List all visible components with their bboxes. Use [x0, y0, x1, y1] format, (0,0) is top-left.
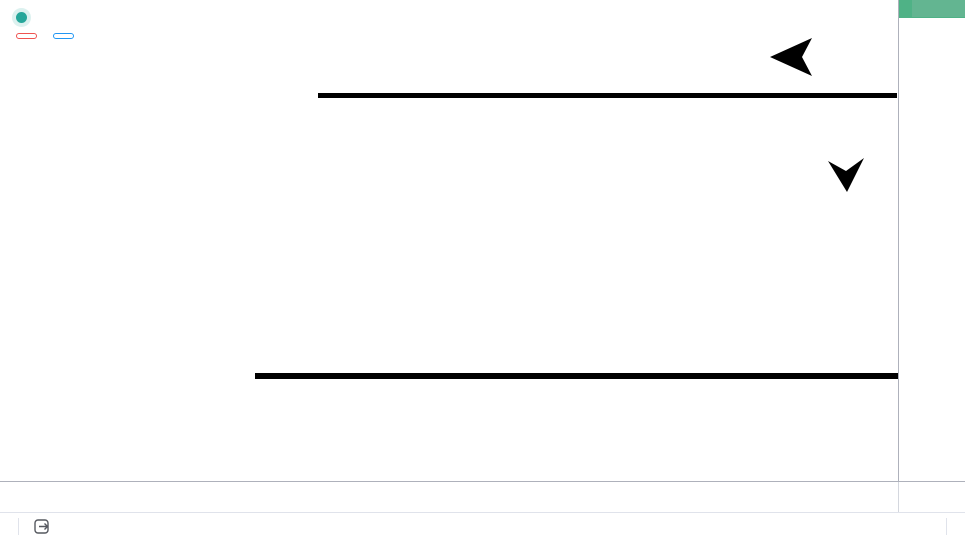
toolbar-divider — [946, 518, 947, 535]
bar-countdown-badge — [912, 0, 965, 17]
time-axis[interactable] — [0, 481, 965, 512]
sell-price-button[interactable] — [16, 33, 37, 39]
axis-corner-divider — [898, 482, 899, 512]
price-axis[interactable] — [898, 0, 965, 481]
go-to-date-icon[interactable] — [33, 518, 53, 535]
quote-panel — [16, 8, 74, 39]
toolbar-divider — [18, 518, 19, 535]
candlestick-chart-canvas[interactable] — [0, 0, 898, 481]
bottom-toolbar — [0, 512, 965, 540]
market-status-dot-icon — [16, 11, 27, 23]
settings-gear-icon[interactable] — [920, 485, 950, 507]
buy-price-button[interactable] — [53, 33, 74, 39]
